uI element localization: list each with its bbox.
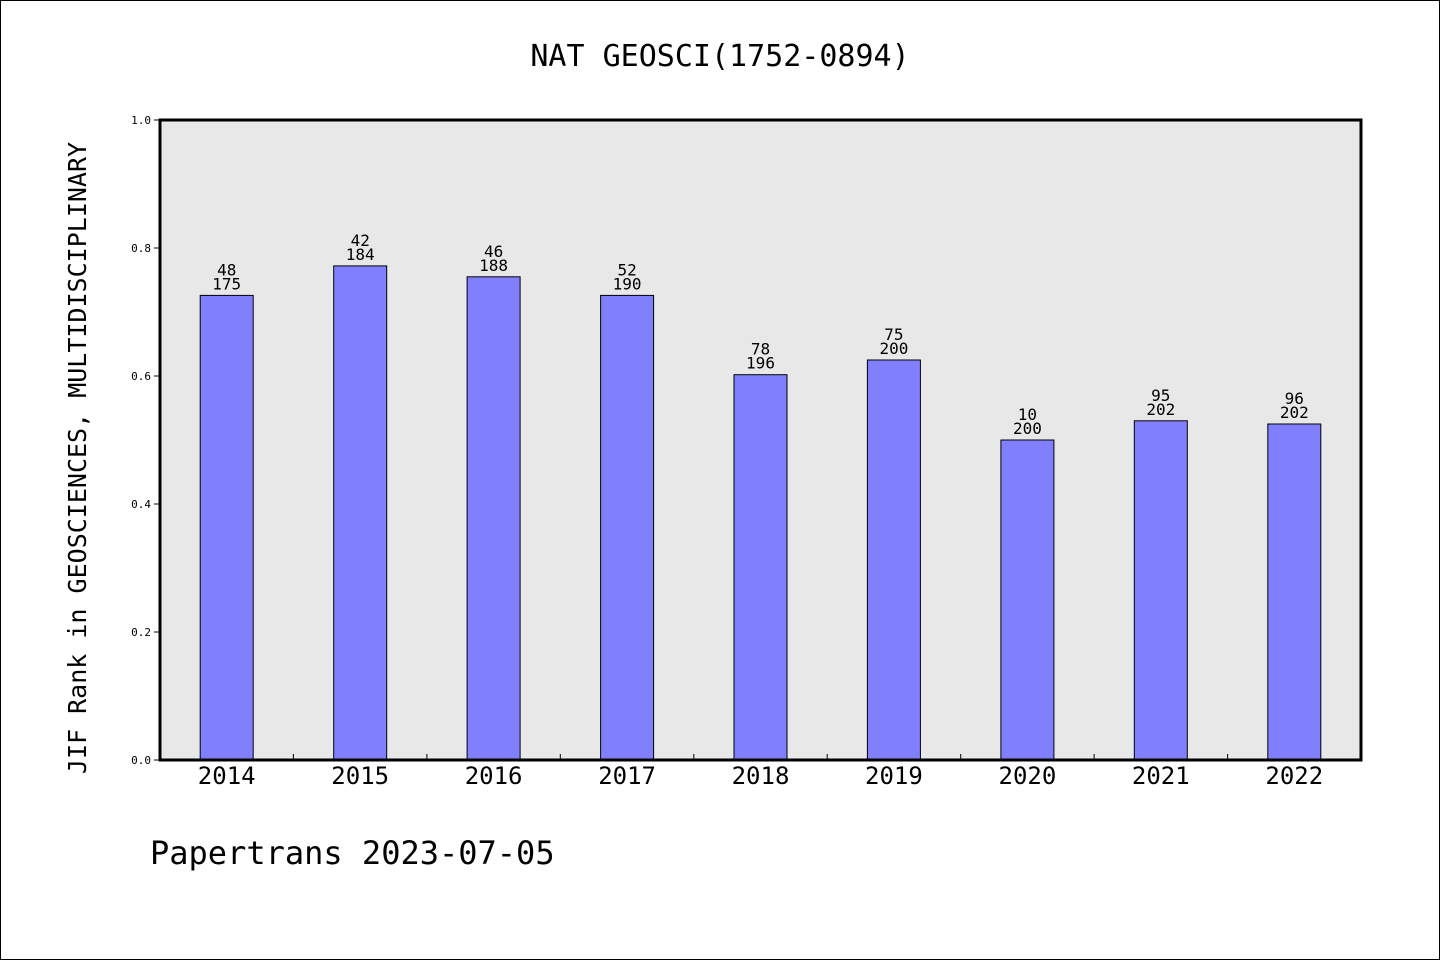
bar <box>466 276 521 761</box>
bar-rank-label: 96 <box>1285 389 1304 408</box>
x-tick-label: 2019 <box>865 762 923 790</box>
x-tick-label: 2015 <box>331 762 389 790</box>
bar-total-label: 190 <box>613 274 642 293</box>
bar-total-label: 202 <box>1280 403 1309 422</box>
x-tick-label: 2021 <box>1132 762 1190 790</box>
bar <box>1267 423 1322 761</box>
y-axis-label: JIF Rank in GEOSCIENCES, MULTIDISCIPLINA… <box>63 142 92 774</box>
bar <box>333 265 388 761</box>
y-tick-label: 0.4 <box>131 498 151 511</box>
y-tick-label: 0.0 <box>131 754 151 767</box>
bar-total-label: 184 <box>346 245 375 264</box>
x-tick-label: 2018 <box>732 762 790 790</box>
bar-total-label: 196 <box>746 354 775 373</box>
bar-total-label: 175 <box>212 274 241 293</box>
x-tick-label: 2016 <box>465 762 523 790</box>
x-axis: 2014 2015 2016 2017 2018 2019 2020 2021 2022 <box>198 754 1323 790</box>
y-axis: 0.0 0.2 0.4 0.6 0.8 1.0 <box>131 114 160 767</box>
bar-rank-label: 46 <box>484 242 503 261</box>
bar-rank-label: 10 <box>1018 405 1037 424</box>
x-tick-label: 2022 <box>1265 762 1323 790</box>
bar-rank-label: 48 <box>217 260 236 279</box>
y-tick-label: 1.0 <box>131 114 151 127</box>
plot-frame <box>158 118 1363 762</box>
bar <box>1000 439 1055 761</box>
bar-total-label: 202 <box>1146 400 1175 419</box>
bar <box>1133 420 1188 761</box>
bars-layer <box>199 265 1322 761</box>
bar <box>600 294 655 761</box>
bar-rank-label: 75 <box>884 325 903 344</box>
footer-text: Papertrans 2023-07-05 <box>150 834 555 872</box>
bar-total-label: 200 <box>879 339 908 358</box>
x-tick-label: 2017 <box>598 762 656 790</box>
bar <box>199 294 254 761</box>
x-tick-label: 2014 <box>198 762 256 790</box>
chart-title: NAT GEOSCI(1752-0894) <box>530 39 909 74</box>
bar <box>733 374 788 761</box>
bar-rank-label: 52 <box>617 260 636 279</box>
bar <box>866 359 921 761</box>
bar-rank-label: 95 <box>1151 386 1170 405</box>
bar-total-label: 188 <box>479 256 508 275</box>
y-tick-label: 0.8 <box>131 242 151 255</box>
bar-rank-label: 42 <box>351 231 370 250</box>
y-tick-label: 0.6 <box>131 370 151 383</box>
bar-total-label: 200 <box>1013 419 1042 438</box>
y-tick-label: 0.2 <box>131 626 151 639</box>
bar-rank-label: 78 <box>751 340 770 359</box>
x-tick-label: 2020 <box>999 762 1057 790</box>
